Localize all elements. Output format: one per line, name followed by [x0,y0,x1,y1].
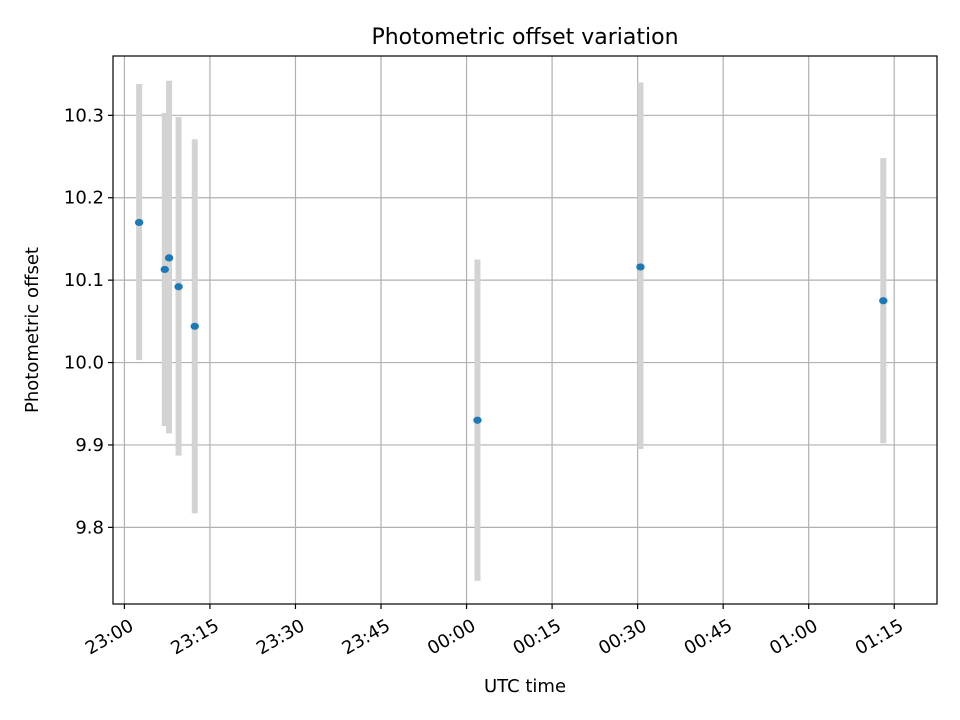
data-point [190,322,199,330]
y-tick-label: 10.1 [64,270,104,291]
data-point [879,297,888,305]
data-point [164,254,174,262]
grid [113,56,937,604]
plot-frame [112,55,938,605]
y-axis-label: Photometric offset [22,247,43,413]
data-point [134,218,144,227]
y-tick-label: 9.8 [75,517,104,538]
y-axis-ticks: 9.8 9.9 10.0 10.1 10.2 10.3 [64,105,113,538]
y-tick-label: 9.9 [75,435,104,456]
y-tick-label: 10.2 [64,188,104,209]
data-point [473,416,482,424]
y-tick-label: 10.3 [64,105,104,126]
data-point [160,265,169,274]
y-tick-label: 10.0 [64,353,104,374]
data-points [134,218,888,424]
chart-title: Photometric offset variation [371,25,678,50]
data-point [636,263,645,271]
x-axis-label: UTC time [484,676,566,697]
data-point [174,283,183,291]
